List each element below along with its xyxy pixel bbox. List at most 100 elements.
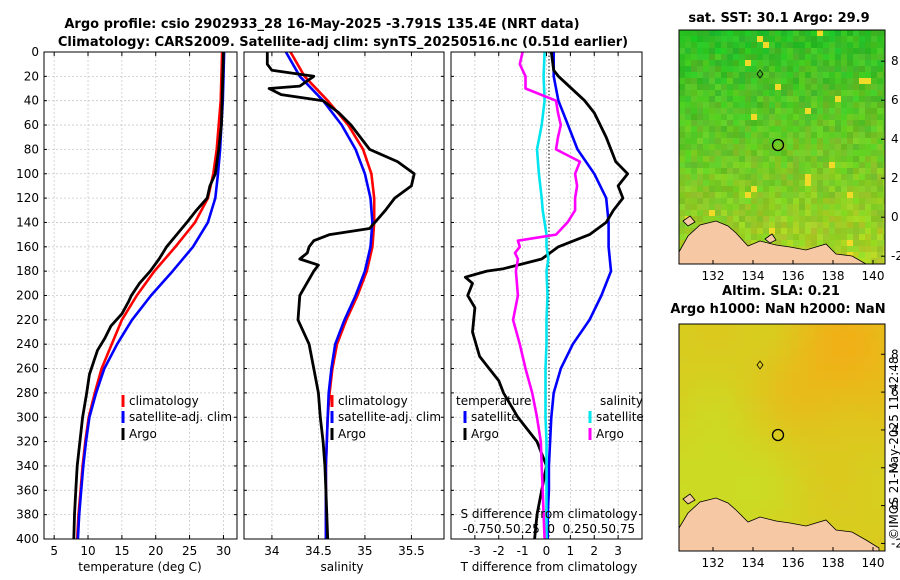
- sst-cell: [847, 78, 854, 85]
- sst-cell: [805, 96, 812, 103]
- sst-cell: [727, 144, 734, 151]
- sla-cell: [839, 324, 848, 333]
- sst-cell: [733, 36, 740, 43]
- sst-cell: [721, 186, 728, 193]
- sst-cell: [811, 78, 818, 85]
- sst-cell: [781, 90, 788, 97]
- sla-cell: [783, 348, 792, 357]
- sst-cell: [829, 60, 836, 67]
- sst-cell: [883, 66, 885, 73]
- sst-cell: [805, 150, 812, 157]
- sst-cell: [721, 36, 728, 43]
- sst-cell: [823, 216, 830, 223]
- sst-cell: [883, 114, 885, 121]
- sst-cell: [679, 108, 686, 115]
- sst-cell: [691, 216, 698, 223]
- sst-cell: [679, 210, 686, 217]
- sla-cell: [743, 324, 752, 333]
- sst-cell: [805, 90, 812, 97]
- sst-cell: [859, 174, 866, 181]
- sst-cell: [841, 54, 848, 61]
- sla-cell: [799, 420, 808, 429]
- sst-cell: [721, 60, 728, 67]
- sst-cell: [781, 42, 788, 49]
- sla-cell: [743, 348, 752, 357]
- depth-tick-label: 400: [16, 532, 39, 546]
- sst-cell: [739, 30, 746, 37]
- sla-cell: [783, 508, 792, 517]
- sst-cell: [871, 78, 878, 85]
- sst-cell: [811, 192, 818, 199]
- sst-cell: [775, 192, 782, 199]
- sst-cell: [775, 66, 782, 73]
- sla-cell: [727, 484, 736, 493]
- sst-cell: [745, 138, 752, 145]
- sst-cell: [829, 150, 836, 157]
- sst-cell: [853, 84, 860, 91]
- sst-cell: [769, 90, 776, 97]
- sst-cell: [775, 126, 782, 133]
- sst-cell: [703, 204, 710, 211]
- sst-cell: [703, 108, 710, 115]
- sla-cell: [735, 492, 744, 501]
- sla-cell: [791, 372, 800, 381]
- sst-cell: [685, 168, 692, 175]
- sla-cell: [735, 452, 744, 461]
- sla-cell: [719, 404, 728, 413]
- sst-cell: [811, 222, 818, 229]
- sst-cell: [841, 90, 848, 97]
- sst-cell: [745, 42, 752, 49]
- sst-cell: [841, 84, 848, 91]
- sst-cell: [739, 150, 746, 157]
- sst-cell: [859, 108, 866, 115]
- sst-cell: [733, 48, 740, 55]
- sla-cell: [855, 516, 864, 525]
- sst-cell: [787, 102, 794, 109]
- series-line-s-satellite: [535, 52, 550, 539]
- sst-cell: [781, 180, 788, 187]
- sst-cell: [679, 174, 686, 181]
- sst-cell: [757, 96, 764, 103]
- sst-cell: [697, 198, 704, 205]
- sla-cell: [727, 452, 736, 461]
- depth-tick-label: 200: [16, 289, 39, 303]
- sst-cell: [841, 186, 848, 193]
- sst-cell: [733, 150, 740, 157]
- sst-cell: [811, 216, 818, 223]
- sst-cell: [871, 36, 878, 43]
- sst-cell: [733, 66, 740, 73]
- sst-cell: [709, 114, 716, 121]
- sst-cell: [877, 180, 884, 187]
- sst-cell: [823, 168, 830, 175]
- sst-cell: [835, 90, 842, 97]
- sst-cell: [757, 204, 764, 211]
- sst-cell: [883, 102, 885, 109]
- sst-cell: [853, 102, 860, 109]
- sst-cell: [811, 48, 818, 55]
- sst-cell: [775, 204, 782, 211]
- sst-cell: [805, 30, 812, 37]
- sst-cell: [793, 30, 800, 37]
- sst-cell: [811, 162, 818, 169]
- sst-cell: [745, 48, 752, 55]
- sla-cell: [695, 388, 704, 397]
- sst-cell: [757, 42, 764, 49]
- sla-cell: [743, 332, 752, 341]
- sst-cell: [733, 132, 740, 139]
- sla-cell: [751, 420, 760, 429]
- sla-cell: [743, 420, 752, 429]
- sst-cell: [709, 90, 716, 97]
- sst-cell: [805, 168, 812, 175]
- sla-cell: [799, 444, 808, 453]
- sla-cell: [767, 364, 776, 373]
- sst-cell: [883, 246, 885, 253]
- sst-cell: [805, 126, 812, 133]
- sst-cell: [871, 252, 878, 259]
- sst-cell: [799, 78, 806, 85]
- sst-cell: [727, 192, 734, 199]
- sst-cell: [763, 96, 770, 103]
- sst-cell: [781, 240, 788, 247]
- sla-cell: [735, 396, 744, 405]
- sst-cell: [835, 48, 842, 55]
- sla-cell: [879, 364, 885, 373]
